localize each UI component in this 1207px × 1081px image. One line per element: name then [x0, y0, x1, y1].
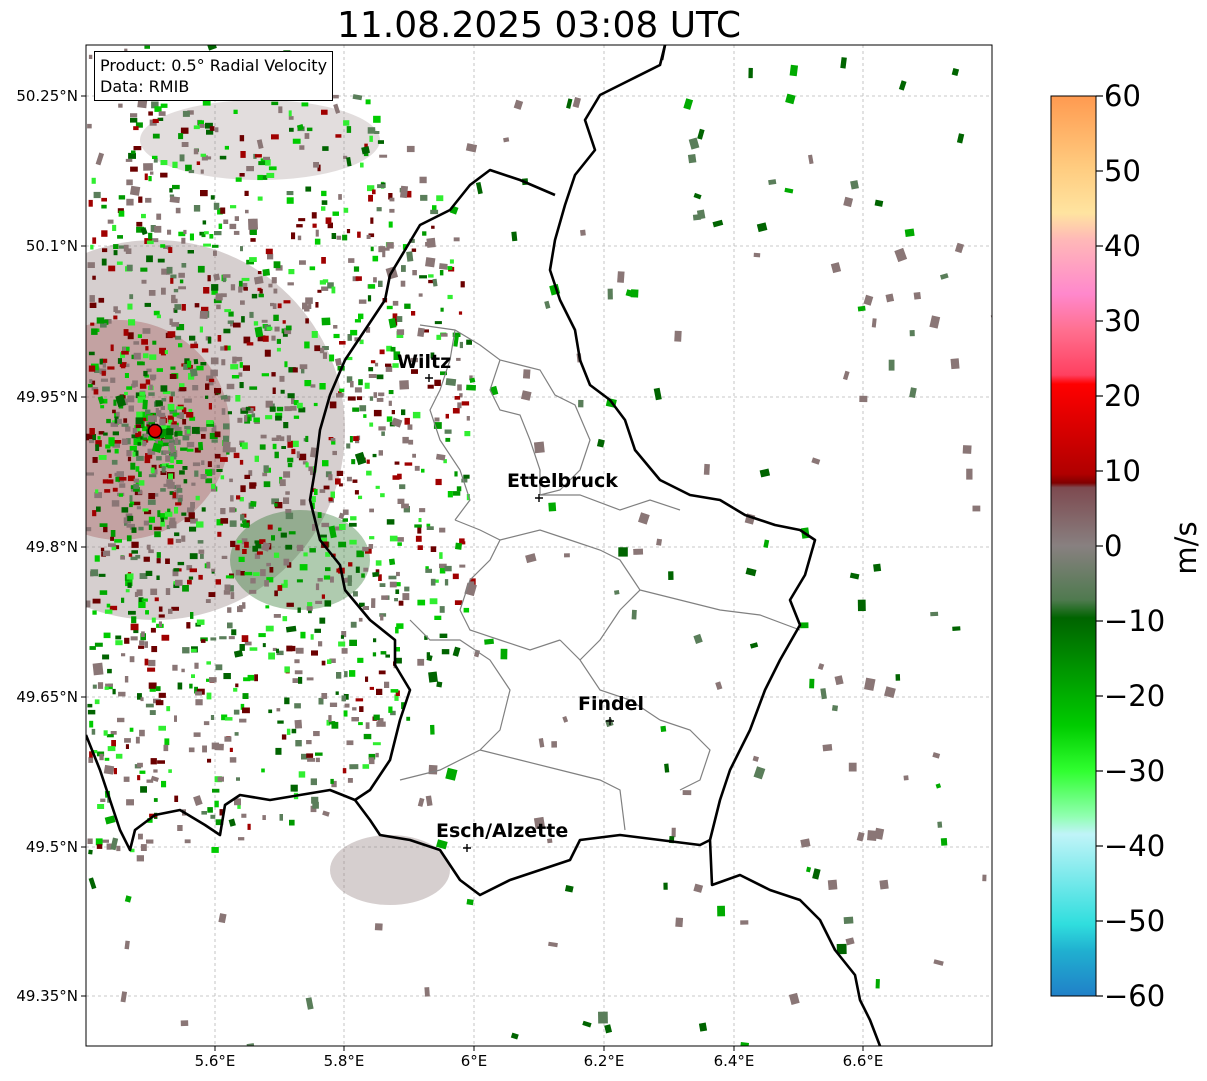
lat-tick-label: 50.25°N [16, 87, 78, 105]
lon-tick-label: 6.4°E [713, 1052, 755, 1070]
country-borders [86, 45, 882, 1046]
lat-tick-label: 50.1°N [25, 237, 78, 255]
city-markers [425, 374, 614, 852]
colorbar-tick-label: −40 [1104, 829, 1166, 863]
colorbar-tick-label: 10 [1104, 454, 1141, 488]
colorbar-tick-label: −20 [1104, 679, 1166, 713]
lon-tick-label: 5.6°E [194, 1052, 236, 1070]
colorbar-unit-label: m/s [1169, 521, 1203, 575]
city-marker-wiltz [425, 374, 433, 382]
colorbar [1050, 95, 1097, 997]
lon-tick-label: 6.6°E [842, 1052, 884, 1070]
lat-tick-label: 49.65°N [16, 688, 78, 706]
data-source-label: Data: RMIB [100, 77, 190, 96]
colorbar-tick-label: 50 [1104, 154, 1141, 188]
city-marker-esch [463, 844, 471, 852]
map-frame [85, 44, 993, 1047]
colorbar-tick-label: 0 [1104, 529, 1123, 563]
lon-tick-label: 6°E [460, 1052, 488, 1070]
colorbar-tick-label: 30 [1104, 304, 1141, 338]
city-label-wiltz: Wiltz [397, 351, 452, 373]
city-marker-ettelbruck [535, 494, 543, 502]
lat-tick-label: 49.5°N [25, 838, 78, 856]
lon-tick-label: 5.8°E [323, 1052, 365, 1070]
colorbar-tick-label: 40 [1104, 229, 1141, 263]
product-info-box: Product: 0.5° Radial Velocity Data: RMIB [94, 51, 334, 101]
colorbar-tick-label: 60 [1104, 79, 1141, 113]
colorbar-ticks [1096, 95, 1103, 997]
colorbar-tick-label: 20 [1104, 379, 1141, 413]
lat-tick-label: 49.95°N [16, 388, 78, 406]
colorbar-tick-label: −30 [1104, 754, 1166, 788]
city-label-findel: Findel [578, 693, 645, 715]
radar-site-marker [147, 423, 163, 439]
city-label-esch-alzette: Esch/Alzette [436, 820, 569, 842]
lat-tick-label: 49.35°N [16, 987, 78, 1005]
colorbar-tick-label: −10 [1104, 604, 1166, 638]
map-title: 11.08.2025 03:08 UTC [336, 5, 742, 46]
lon-tick-label: 6.2°E [583, 1052, 625, 1070]
canton-borders [399, 324, 801, 831]
product-label: Product: 0.5° Radial Velocity [100, 56, 328, 75]
city-marker-findel [606, 717, 614, 725]
colorbar-tick-label: −50 [1104, 904, 1166, 938]
city-label-ettelbruck: Ettelbruck [507, 470, 618, 492]
lat-tick-label: 49.8°N [25, 538, 78, 556]
colorbar-tick-label: −60 [1104, 979, 1166, 1013]
axis-ticks [81, 95, 864, 1051]
